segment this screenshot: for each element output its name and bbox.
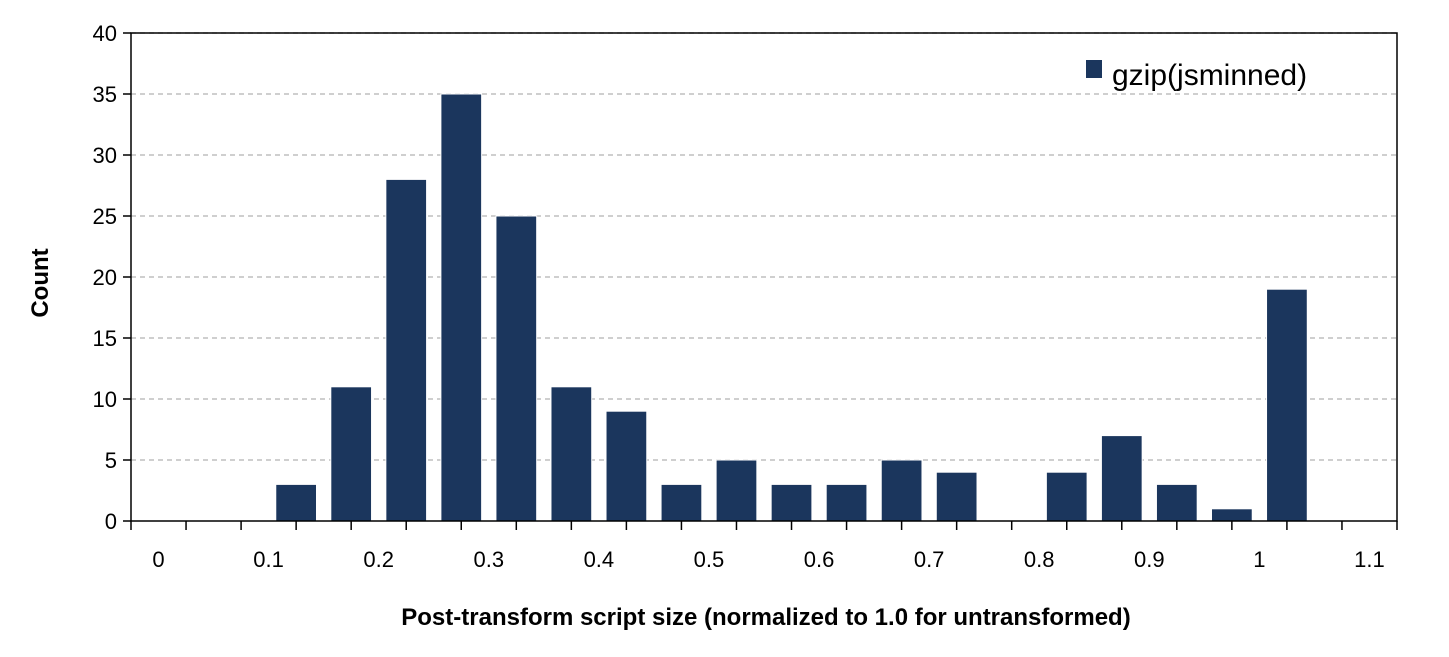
bar [550,386,593,522]
bar [385,178,428,522]
x-tick-label: 0.3 [473,547,504,572]
x-tick-labels: 0 0.1 0.2 0.3 0.4 0.5 0.6 0.7 0.8 0.9 1 1.1 [152,547,1384,572]
y-axis-title: Count [27,248,54,317]
bars [275,93,1308,522]
bar [935,471,978,522]
y-tick-label: 15 [93,326,117,351]
y-tick-label: 5 [105,448,117,473]
x-tick-label: 0.5 [694,547,725,572]
bar [440,93,483,522]
bar [660,483,703,522]
y-tick-label: 30 [93,143,117,168]
bar [880,459,923,522]
bar [1211,508,1253,522]
bar [1266,288,1308,522]
y-tick-label: 40 [93,21,117,46]
axes [123,32,1398,530]
y-tick-label: 25 [93,204,117,229]
bar [330,386,373,522]
legend-swatch [1086,60,1102,78]
y-tick-labels: 0 5 10 15 20 25 30 35 40 [93,21,117,534]
y-tick-label: 20 [93,265,117,290]
x-tick-label: 0.8 [1024,547,1055,572]
gridlines [131,32,1397,461]
x-tick-label: 1 [1253,547,1265,572]
x-tick-label: 0.9 [1134,547,1165,572]
x-tick-label: 1.1 [1354,547,1385,572]
x-tick-label: 0 [152,547,164,572]
bar [1155,483,1198,522]
y-tick-label: 10 [93,387,117,412]
bar [1100,435,1143,522]
bar [715,459,758,522]
x-tick-label: 0.7 [914,547,945,572]
bar [825,483,868,522]
bar [1045,471,1088,522]
legend-label: gzip(jsminned) [1112,59,1307,92]
bar [605,410,648,522]
x-tick-label: 0.2 [363,547,394,572]
bar [495,215,538,522]
x-tick-label: 0.4 [584,547,615,572]
y-tick-label: 35 [93,82,117,107]
x-axis-title: Post-transform script size (normalized t… [401,604,1130,631]
bar [275,483,317,522]
legend: gzip(jsminned) [1086,59,1307,92]
y-tick-label: 0 [105,509,117,534]
plot-frame [130,32,1398,522]
x-tick-label: 0.6 [804,547,835,572]
x-tick-label: 0.1 [253,547,284,572]
bar [770,483,813,522]
